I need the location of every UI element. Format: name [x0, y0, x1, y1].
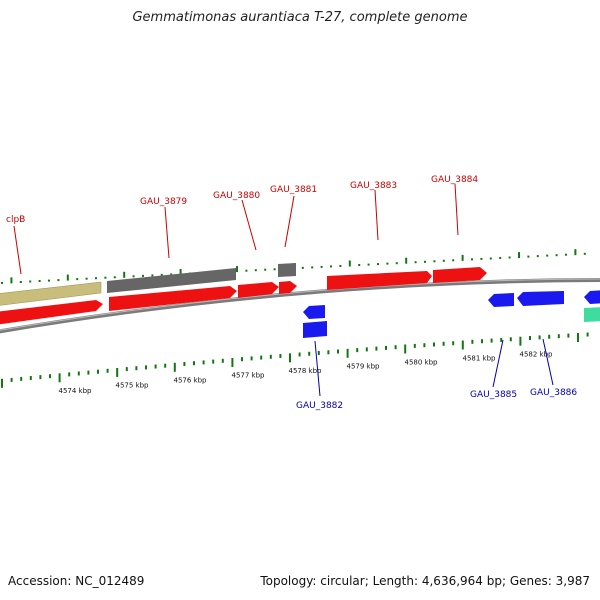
reverse-features — [303, 290, 600, 338]
gene-label-gau-3879[interactable]: GAU_3879 — [140, 197, 187, 207]
genome-stats-footer: Topology: circular; Length: 4,636,964 bp… — [260, 574, 590, 588]
kbp-label: 4580 kbp — [405, 358, 439, 366]
gene-label-gau-3881[interactable]: GAU_3881 — [270, 185, 317, 195]
cds-gau-3880[interactable] — [238, 282, 279, 298]
kbp-label: 4579 kbp — [347, 363, 381, 371]
gene-label-gau-3880[interactable]: GAU_3880 — [213, 191, 260, 201]
forward-features — [0, 263, 487, 325]
kbp-labels: 4574 kbp 4575 kbp 4576 kbp 4577 kbp 4578 kbp… — [59, 351, 554, 395]
feature-gray-gau-3879[interactable] — [107, 268, 236, 293]
kbp-label: 4581 kbp — [463, 354, 497, 362]
gene-label-clpb[interactable]: clpB — [6, 215, 25, 225]
length-value: 4,636,964 bp — [421, 574, 502, 588]
kbp-label: 4578 kbp — [289, 367, 323, 375]
cds-gau-3883[interactable] — [327, 271, 432, 290]
cds-gau-3882[interactable] — [303, 321, 327, 338]
gene-label-gau-3885[interactable]: GAU_3885 — [470, 390, 517, 400]
forward-gene-labels: clpB GAU_3879 GAU_3880 GAU_3881 GAU_3883… — [6, 175, 478, 275]
genes-value: 3,987 — [555, 574, 590, 588]
cds-gau-3881[interactable] — [279, 281, 297, 294]
cds-gau-3882-upper[interactable] — [303, 305, 325, 319]
feature-teal[interactable] — [584, 307, 600, 322]
genome-backbone-highlight — [0, 278, 600, 331]
genes-label: Genes: — [509, 574, 552, 588]
gene-label-gau-3884[interactable]: GAU_3884 — [431, 175, 478, 185]
cds-gau-3879[interactable] — [109, 286, 237, 311]
kbp-label: 4582 kbp — [520, 351, 554, 359]
cds-gau-3885[interactable] — [488, 293, 514, 307]
cds-gau-3884[interactable] — [433, 267, 487, 283]
feature-tan[interactable] — [0, 281, 102, 306]
genome-backbone — [0, 278, 600, 334]
kbp-label: 4575 kbp — [116, 382, 150, 390]
cds-gau-3886[interactable] — [517, 291, 564, 306]
kbp-label: 4577 kbp — [232, 372, 266, 380]
gene-label-gau-3883[interactable]: GAU_3883 — [350, 181, 397, 191]
reverse-gene-labels: GAU_3882 GAU_3885 GAU_3886 — [296, 338, 577, 411]
inner-ticks — [1, 332, 589, 388]
accession-label: Accession: — [8, 574, 72, 588]
cds-clpb[interactable] — [0, 300, 103, 325]
page-title: Gemmatimonas aurantiaca T-27, complete g… — [132, 10, 468, 25]
outer-ticks — [1, 249, 586, 284]
kbp-label: 4574 kbp — [59, 387, 93, 395]
topology-value: circular — [320, 574, 365, 588]
accession-footer: Accession: NC_012489 — [8, 574, 144, 588]
feature-gray-gau-3881[interactable] — [278, 263, 296, 277]
length-label: Length: — [372, 574, 419, 588]
kbp-label: 4576 kbp — [174, 377, 208, 385]
accession-value: NC_012489 — [75, 574, 145, 588]
gene-label-gau-3882[interactable]: GAU_3882 — [296, 401, 343, 411]
gene-label-gau-3886[interactable]: GAU_3886 — [530, 388, 577, 398]
cds-offscreen-right[interactable] — [584, 290, 600, 304]
topology-label: Topology: — [260, 574, 317, 588]
